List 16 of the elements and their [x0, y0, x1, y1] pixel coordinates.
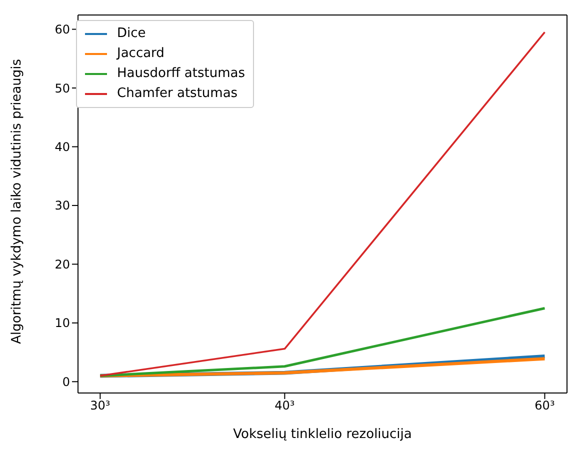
legend-label: Chamfer atstumas — [117, 85, 238, 103]
y-axis-title: Algoritmų vykdymo laiko vidutinis prieaugis — [10, 58, 25, 344]
y-tick-label: 0 — [62, 374, 70, 389]
y-tick-label: 10 — [54, 316, 70, 330]
x-tick-label: 40³ — [274, 398, 295, 413]
y-tick-label: 30 — [54, 198, 70, 213]
x-tick-label: 60³ — [534, 398, 555, 413]
y-tick-label: 40 — [54, 140, 70, 154]
y-tick-label: 60 — [54, 22, 70, 37]
y-tick-label: 20 — [54, 257, 70, 272]
x-tick-label: 30³ — [90, 398, 110, 413]
legend-label: Jaccard — [117, 45, 164, 63]
x-axis-title: Vokselių tinklelio rezoliucija — [233, 427, 412, 442]
legend-label: Hausdorff atstumas — [117, 65, 245, 83]
legend-label: Dice — [117, 25, 146, 43]
y-tick-label: 50 — [54, 81, 70, 96]
